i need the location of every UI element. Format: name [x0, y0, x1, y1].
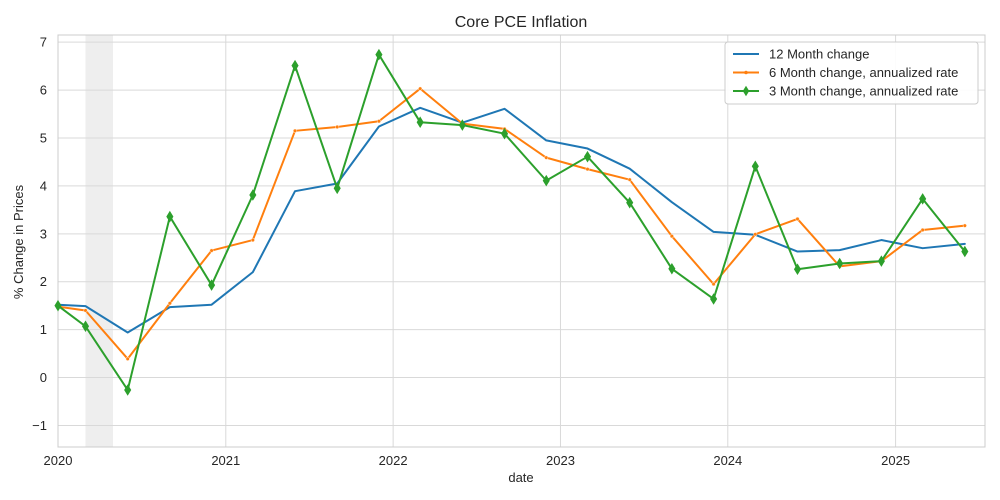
- data-point-diamond: [208, 279, 216, 291]
- data-point: [250, 238, 255, 243]
- series-group: [54, 48, 969, 396]
- chart-title: Core PCE Inflation: [455, 14, 588, 31]
- data-point: [669, 234, 674, 239]
- data-point-diamond: [249, 189, 257, 201]
- series-line: [57, 106, 966, 334]
- data-point-diamond: [166, 210, 174, 223]
- x-axis-label: date: [508, 470, 533, 485]
- x-tick-label: 2022: [379, 453, 408, 468]
- y-tick-label: 5: [40, 131, 47, 146]
- plot-frame: [57, 34, 986, 448]
- y-tick-label: 2: [40, 274, 47, 289]
- legend-item: 12 Month change: [733, 47, 869, 62]
- data-point-diamond: [500, 127, 509, 140]
- data-point: [627, 177, 632, 182]
- data-point: [585, 167, 590, 172]
- x-tick-label: 2021: [211, 453, 240, 468]
- x-tick-label: 2023: [546, 453, 575, 468]
- data-point: [83, 308, 88, 313]
- x-tick-label: 2025: [881, 453, 910, 468]
- data-point: [376, 119, 381, 124]
- shaded-region: [85, 35, 114, 447]
- data-point: [795, 216, 800, 221]
- legend-item: 6 Month change, annualized rate: [733, 65, 958, 80]
- data-point-diamond: [626, 196, 634, 209]
- legend-label: 3 Month change, annualized rate: [769, 84, 958, 99]
- data-point: [209, 248, 214, 253]
- series-layer: [54, 48, 969, 396]
- data-point-diamond: [375, 48, 383, 61]
- data-point: [544, 155, 549, 160]
- data-point-diamond: [751, 160, 759, 173]
- data-point-diamond: [836, 257, 844, 270]
- data-point-diamond: [793, 263, 802, 276]
- data-point-diamond: [54, 299, 62, 312]
- series-group: [57, 106, 966, 334]
- shaded-region-layer: [85, 35, 114, 447]
- data-point-diamond: [333, 182, 341, 195]
- y-tick-label: 4: [40, 178, 47, 193]
- y-tick-label: 0: [40, 370, 47, 385]
- legend-label: 12 Month change: [769, 47, 869, 62]
- data-point-diamond: [81, 320, 90, 333]
- data-point-diamond: [877, 255, 885, 267]
- data-point-diamond: [961, 245, 969, 258]
- y-axis-label: % Change in Prices: [11, 184, 26, 299]
- y-tick-label: 3: [40, 226, 47, 241]
- legend-item: 3 Month change, annualized rate: [733, 84, 958, 99]
- legend-point-marker: [744, 70, 748, 75]
- legend: 12 Month change 6 Month change, annualize…: [724, 41, 979, 105]
- data-point: [711, 282, 716, 287]
- x-tick-label: 2020: [44, 453, 73, 468]
- data-point: [418, 86, 423, 91]
- data-point-diamond: [919, 193, 927, 205]
- data-point: [293, 128, 298, 133]
- data-point-diamond: [124, 384, 132, 396]
- data-point-diamond: [542, 174, 550, 187]
- data-point-diamond: [583, 150, 592, 163]
- data-point: [753, 232, 758, 237]
- data-point-diamond: [416, 116, 424, 128]
- data-point-diamond: [458, 119, 466, 131]
- tick-label-layer: −1 0 1 2 3 4 5 6 7 2020 2021 2022 2023 2024 2025: [32, 35, 910, 468]
- data-point: [920, 227, 925, 232]
- data-point-diamond: [668, 263, 676, 275]
- y-tick-label: 1: [40, 322, 47, 337]
- y-tick-label: 7: [40, 35, 47, 50]
- data-point: [335, 124, 340, 129]
- x-tick-label: 2024: [713, 453, 742, 468]
- y-tick-label: −1: [32, 418, 47, 433]
- legend-diamond-marker: [742, 85, 750, 97]
- legend-label: 6 Month change, annualized rate: [769, 65, 958, 80]
- data-point: [962, 223, 967, 228]
- legend-box: [724, 41, 979, 105]
- data-point-diamond: [710, 293, 718, 305]
- y-tick-label: 6: [40, 83, 47, 98]
- data-point: [167, 301, 172, 306]
- data-point-diamond: [291, 59, 299, 72]
- data-point: [125, 356, 130, 361]
